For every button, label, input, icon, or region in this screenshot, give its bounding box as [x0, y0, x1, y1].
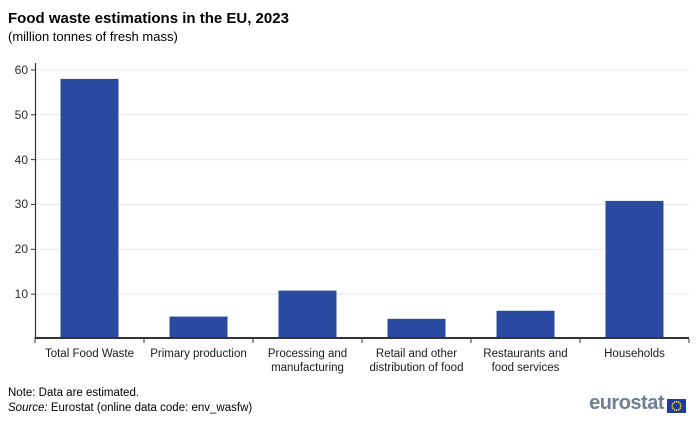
- flag-star: [677, 400, 680, 403]
- y-tick-label: 50: [14, 107, 28, 122]
- flag-star: [679, 402, 682, 405]
- bar: [278, 290, 337, 338]
- x-category-label: Restaurants and food services: [483, 348, 568, 374]
- flag-star: [673, 400, 676, 403]
- y-tick-label: 10: [14, 287, 28, 302]
- y-axis-labels: 10 20 30 40 50 60: [0, 0, 30, 422]
- x-axis-labels: Total Food Waste Primary production Proces…: [35, 347, 689, 375]
- x-category-label: Households: [604, 348, 665, 360]
- bar: [169, 316, 228, 338]
- source-detail: Eurostat (online data code: env_wasfw): [47, 402, 253, 414]
- bar: [60, 78, 119, 339]
- x-category-label: Retail and other distribution of food: [369, 348, 464, 374]
- plot-area: [31, 63, 690, 343]
- flag-star: [677, 408, 680, 411]
- flag-star: [673, 408, 676, 411]
- eu-flag-icon: [667, 398, 686, 413]
- x-category-label: Processing and manufacturing: [267, 348, 348, 374]
- bar: [387, 318, 446, 338]
- source-label: Source:: [8, 402, 48, 414]
- flag-star: [679, 406, 682, 409]
- bar-chart: [31, 63, 690, 343]
- flag-star: [675, 408, 678, 411]
- flag-star: [671, 406, 674, 409]
- note-text: Note: Data are estimated.: [8, 387, 140, 399]
- y-tick-label: 30: [14, 197, 28, 212]
- flag-star: [671, 404, 674, 407]
- bar: [496, 310, 555, 338]
- source-text: Source: Eurostat (online data code: env_…: [8, 402, 252, 414]
- x-category-label: Total Food Waste: [44, 348, 135, 360]
- flag-star: [671, 402, 674, 405]
- x-category-label: Primary production: [150, 348, 247, 360]
- y-tick-label: 40: [14, 152, 28, 167]
- flag-star: [679, 404, 682, 407]
- eurostat-logo-text: eurostat: [589, 392, 664, 414]
- y-tick-label: 20: [14, 242, 28, 257]
- flag-star: [675, 400, 678, 403]
- bar: [605, 200, 664, 338]
- chart-title: Food waste estimations in the EU, 2023: [8, 10, 289, 27]
- y-tick-label: 60: [14, 62, 28, 77]
- chart-subtitle: (million tonnes of fresh mass): [8, 29, 178, 44]
- eurostat-logo: eurostat: [589, 392, 686, 415]
